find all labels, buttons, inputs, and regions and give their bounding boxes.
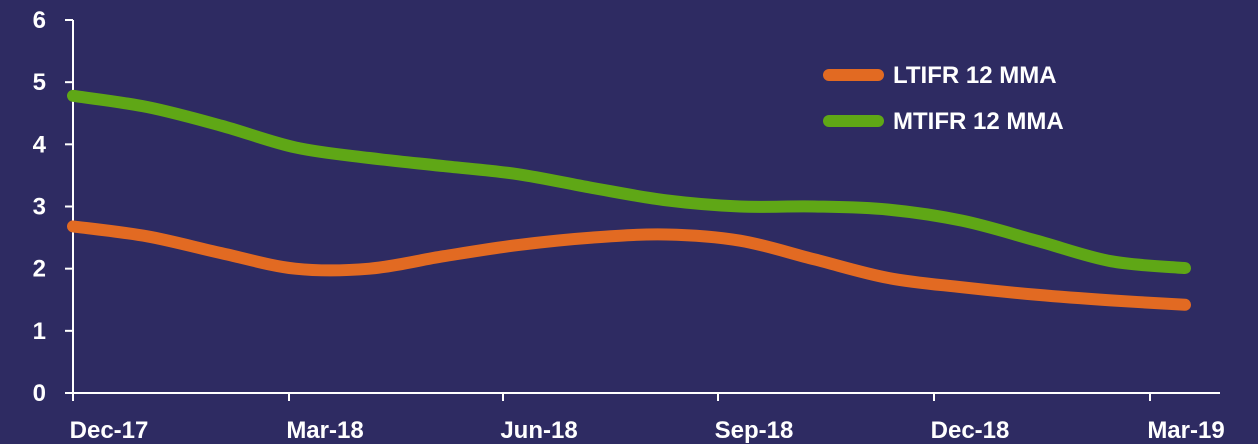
y-tick-label: 3 — [33, 194, 46, 221]
x-tick-label: Mar-18 — [286, 417, 363, 444]
x-tick-label: Mar-19 — [1147, 417, 1224, 444]
x-tick-label: Jun-18 — [500, 417, 577, 444]
legend-label-mtifr: MTIFR 12 MMA — [893, 108, 1064, 135]
y-tick-label: 1 — [33, 318, 46, 345]
y-tick-label: 4 — [33, 131, 47, 158]
axes: 0 1 2 3 4 5 6 Dec-17 Mar-18 Jun-18 Sep-18 Dec-18 Mar… — [33, 7, 1225, 444]
y-tick-label: 6 — [33, 7, 46, 34]
y-tick-label: 2 — [33, 256, 46, 283]
legend: LTIFR 12 MMA MTIFR 12 MMA — [823, 62, 1064, 135]
x-tick-label: Dec-18 — [931, 417, 1010, 444]
series-line-mtifr — [67, 89, 1191, 275]
y-tick-label: 5 — [33, 69, 46, 96]
y-tick-label: 0 — [33, 380, 46, 407]
x-tick-label: Sep-18 — [715, 417, 794, 444]
x-tick-label: Dec-17 — [70, 417, 149, 444]
series-layer — [67, 89, 1191, 311]
legend-label-ltifr: LTIFR 12 MMA — [893, 62, 1057, 89]
series-line-ltifr — [67, 220, 1191, 311]
